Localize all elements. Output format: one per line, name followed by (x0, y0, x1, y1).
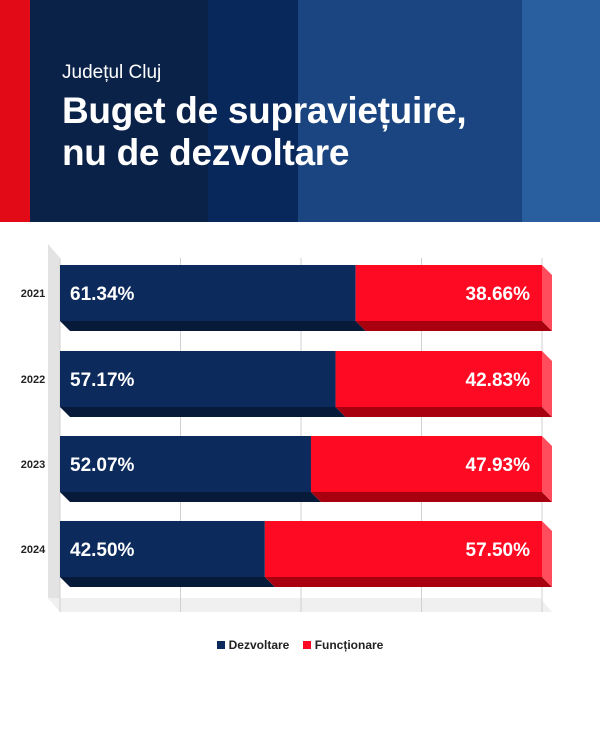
data-label-functionare-2023: 47.93% (466, 455, 531, 476)
legend-item-functionare: Funcționare (302, 638, 384, 652)
bar-functionare-2021 (355, 265, 542, 321)
header-banner: Județul Cluj Buget de supraviețuire, nu … (0, 0, 600, 222)
bar-depth-functionare-2021 (355, 321, 552, 331)
header-stripe-1 (30, 0, 208, 222)
bar-functionare-2024 (264, 521, 542, 577)
legend-label-dezvoltare: Dezvoltare (228, 638, 290, 652)
bar-dezvoltare-2024 (60, 521, 265, 577)
bar-dezvoltare-2022 (60, 351, 336, 407)
page-title-line1: Buget de supraviețuire, (62, 90, 467, 131)
data-label-functionare-2022: 42.83% (466, 370, 531, 391)
legend-label-functionare: Funcționare (314, 638, 384, 652)
bar-side-functionare-2024 (542, 521, 552, 587)
header-stripe-3 (298, 0, 522, 222)
bar-side-functionare-2021 (542, 265, 552, 331)
chart-floor (48, 598, 552, 612)
bar-depth-functionare-2023 (310, 492, 552, 502)
stacked-bar-chart: 61.34% 38.66% 2021 57.17% 42.83% 2022 52.07% 47… (21, 244, 552, 612)
bar-depth-dezvoltare-2022 (60, 407, 346, 417)
bar-dezvoltare-2021 (60, 265, 356, 321)
header-subtitle: Județul Cluj (62, 62, 162, 83)
data-label-dezvoltare-2021: 61.34% (70, 284, 135, 305)
page-title-line2: nu de dezvoltare (62, 132, 350, 173)
category-label-2022: 2022 (21, 374, 45, 386)
data-label-functionare-2024: 57.50% (466, 540, 531, 561)
legend-item-dezvoltare: Dezvoltare (216, 638, 290, 652)
bar-functionare-2023 (310, 436, 542, 492)
bar-depth-functionare-2024 (264, 577, 552, 587)
header-stripe-red (0, 0, 30, 222)
bar-depth-functionare-2022 (335, 407, 552, 417)
bar-functionare-2022 (335, 351, 542, 407)
bar-side-functionare-2022 (542, 351, 552, 417)
chart-legend: Dezvoltare Funcționare (0, 638, 600, 652)
bar-depth-dezvoltare-2023 (60, 492, 321, 502)
bar-dezvoltare-2023 (60, 436, 311, 492)
legend-swatch-functionare (302, 640, 311, 649)
data-label-dezvoltare-2024: 42.50% (70, 540, 135, 561)
category-label-2024: 2024 (21, 544, 46, 556)
header-stripe-4 (522, 0, 600, 222)
bar-depth-dezvoltare-2024 (60, 577, 275, 587)
chart-side-wall (48, 244, 60, 612)
bar-side-functionare-2023 (542, 436, 552, 502)
data-label-dezvoltare-2023: 52.07% (70, 455, 135, 476)
category-label-2023: 2023 (21, 459, 45, 471)
data-label-dezvoltare-2022: 57.17% (70, 370, 135, 391)
header-stripe-2 (208, 0, 298, 222)
page-title: Buget de supraviețuire, nu de dezvoltare (62, 90, 592, 174)
legend-swatch-dezvoltare (216, 640, 225, 649)
category-label-2021: 2021 (21, 288, 45, 300)
data-label-functionare-2021: 38.66% (466, 284, 531, 305)
bar-depth-dezvoltare-2021 (60, 321, 366, 331)
